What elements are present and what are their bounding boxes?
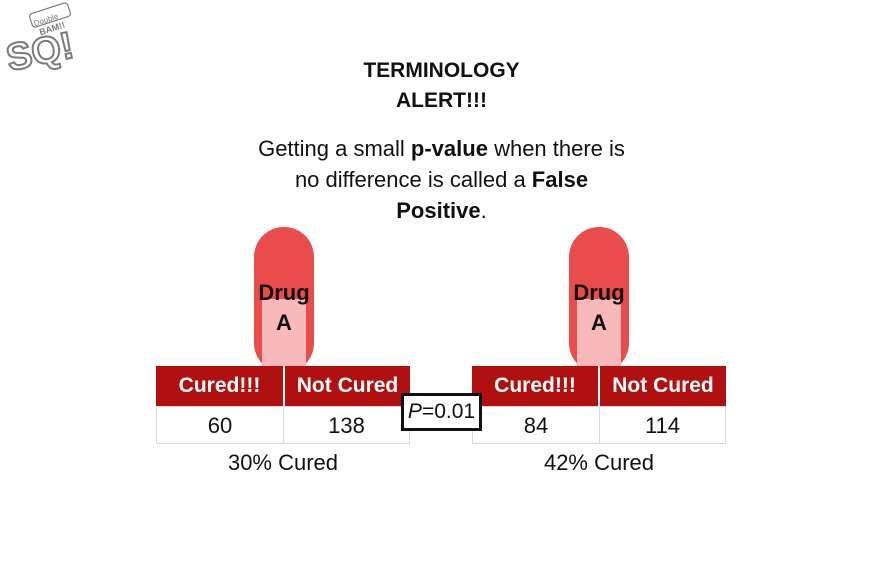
cell-not-cured-left: 138 xyxy=(283,406,410,444)
cell-not-cured-right: 114 xyxy=(599,406,726,444)
cell-cured-left: 60 xyxy=(156,406,284,444)
header-not-cured-left: Not Cured xyxy=(285,366,410,406)
statement-line1: Getting a small p-value when there is xyxy=(258,136,625,161)
results-table-left: Cured!!! Not Cured 60 138 xyxy=(156,366,410,444)
header-not-cured-right: Not Cured xyxy=(600,366,726,406)
pill-left-letter: A xyxy=(276,310,292,335)
statement-line2: no difference is called a False xyxy=(294,167,589,192)
results-table-right: Cured!!! Not Cured 84 114 xyxy=(472,366,726,444)
logo-big-text: SQ! xyxy=(3,25,78,80)
header-cured-left: Cured!!! xyxy=(156,366,283,406)
caption-right: 42% Cured xyxy=(543,450,655,475)
pill-right-letter: A xyxy=(591,310,607,335)
drug-a-pill-left: Drug A xyxy=(254,227,314,373)
statement-line3: Positive. xyxy=(396,198,487,223)
alert-title-line1: TERMINOLOGY xyxy=(363,59,520,82)
pill-right-word: Drug xyxy=(573,280,625,305)
cell-cured-right: 84 xyxy=(472,406,600,444)
caption-left: 30% Cured xyxy=(227,450,339,475)
drug-a-pill-right: Drug A xyxy=(569,227,629,373)
header-cured-right: Cured!!! xyxy=(472,366,598,406)
pill-left-word: Drug xyxy=(258,280,310,305)
p-value-box: P=0.01 xyxy=(401,393,482,431)
statquest-logo-icon: Double BAM!! SQ! xyxy=(2,2,78,81)
alert-title-line2: ALERT!!! xyxy=(396,89,487,112)
